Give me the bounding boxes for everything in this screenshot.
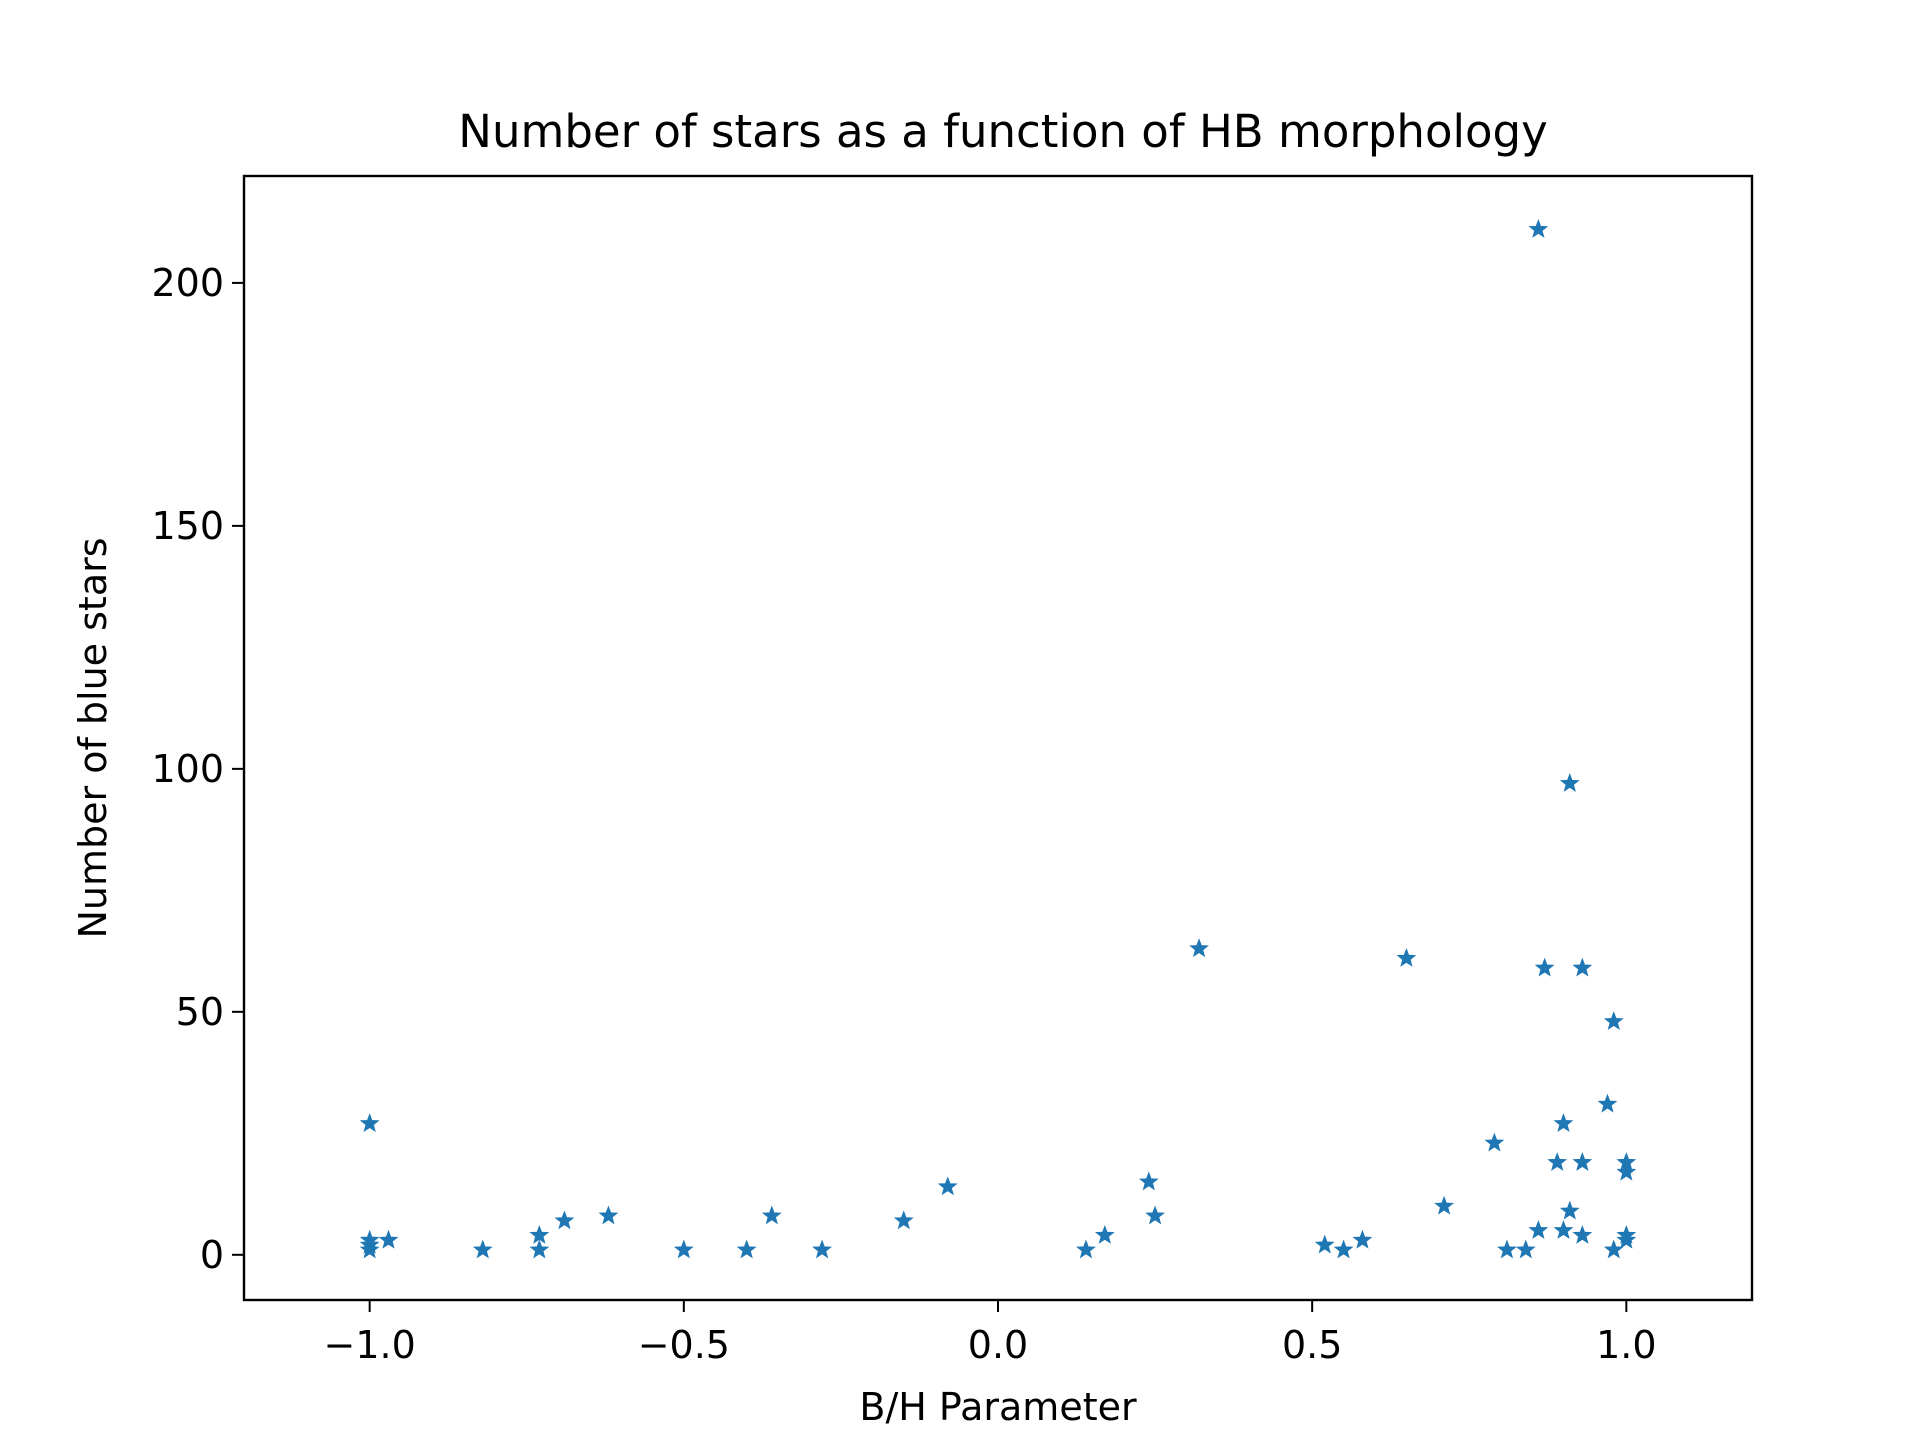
data-point: [1497, 1239, 1517, 1259]
data-point: [472, 1239, 493, 1259]
data-point: [529, 1224, 550, 1244]
data-points: [359, 219, 1637, 1259]
data-point: [1515, 1239, 1536, 1259]
x-tick-label: 0.0: [968, 1323, 1028, 1367]
data-point: [1333, 1239, 1354, 1259]
data-point: [1484, 1132, 1505, 1152]
x-tick-label: 0.5: [1282, 1323, 1342, 1367]
data-point: [1189, 938, 1209, 958]
data-point: [1597, 1093, 1618, 1113]
data-point: [1616, 1161, 1637, 1181]
data-point: [1314, 1234, 1335, 1254]
data-point: [1352, 1229, 1373, 1249]
data-point: [378, 1229, 399, 1249]
x-tick-label: −1.0: [324, 1323, 416, 1367]
data-point: [937, 1176, 958, 1196]
data-point: [1396, 947, 1417, 967]
data-point: [1528, 1220, 1549, 1239]
data-point: [893, 1210, 914, 1230]
data-point: [673, 1239, 694, 1259]
data-point: [1616, 1229, 1637, 1249]
data-point: [1094, 1224, 1115, 1244]
data-point: [1559, 773, 1580, 792]
data-point: [1553, 1220, 1574, 1239]
x-axis-label: B/H Parameter: [859, 1385, 1137, 1429]
data-point: [1572, 1224, 1593, 1244]
data-point: [1534, 957, 1555, 977]
x-tick-label: −0.5: [638, 1323, 730, 1367]
data-point: [761, 1205, 782, 1225]
x-axis: −1.0 −0.5 0.0 0.5 1.0: [324, 1300, 1657, 1367]
y-tick-label: 50: [176, 990, 224, 1034]
data-point: [554, 1210, 575, 1230]
y-tick-label: 150: [151, 504, 224, 548]
y-tick-label: 100: [151, 747, 224, 791]
data-point: [529, 1239, 550, 1259]
chart-title: Number of stars as a function of HB morp…: [458, 105, 1547, 158]
data-point: [598, 1205, 619, 1225]
data-point: [1076, 1239, 1096, 1259]
data-point: [1145, 1205, 1165, 1225]
data-point: [736, 1239, 757, 1259]
y-tick-label: 0: [200, 1233, 224, 1277]
data-point: [1528, 219, 1549, 238]
y-axis: 0 50 100 150 200: [151, 261, 244, 1277]
plot-area: [242, 174, 1754, 1302]
data-point: [359, 1113, 380, 1133]
data-point: [812, 1239, 832, 1259]
data-point: [1603, 1011, 1624, 1030]
x-tick-label: 1.0: [1596, 1323, 1656, 1367]
data-point: [359, 1239, 380, 1259]
data-point: [1603, 1239, 1624, 1259]
data-point: [1553, 1113, 1574, 1133]
data-point: [1572, 1152, 1593, 1171]
data-point: [1138, 1171, 1159, 1191]
data-point: [1572, 957, 1593, 977]
y-tick-label: 200: [151, 261, 224, 305]
y-axis-label: Number of blue stars: [71, 537, 115, 938]
data-point: [1434, 1195, 1455, 1215]
data-point: [1559, 1200, 1580, 1220]
data-point: [1547, 1152, 1568, 1171]
